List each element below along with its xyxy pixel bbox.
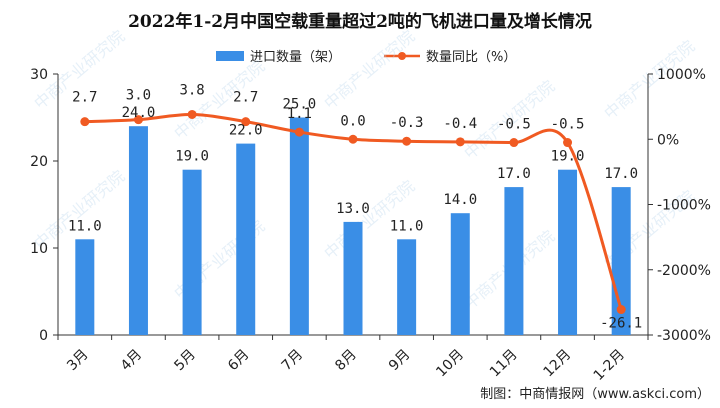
line-value-label: 2.7 [72,90,97,106]
x-tick-label: 12月 [541,347,575,381]
source-note: 制图：中商情报网（www.askci.com） [480,387,710,402]
line-series [80,109,626,315]
legend: 进口数量（架） 数量同比（%） [216,50,516,65]
bar-value-label: 19.0 [551,149,585,165]
bar [236,143,256,335]
bar [289,117,309,335]
x-tick-label: 8月 [332,347,360,375]
x-tick-label: 10月 [433,347,467,381]
line-value-label: 1.1 [287,106,312,122]
x-tick-label: 7月 [279,347,307,375]
line-point [509,138,519,148]
y-right-tick-label: 1000% [657,67,706,83]
line-point [294,127,304,137]
x-tick-label: 6月 [225,347,253,375]
bar [558,169,578,335]
y-left-tick-label: 30 [30,67,48,83]
bar [128,126,148,335]
line-point [133,115,143,125]
bar-value-label: 22.0 [229,123,263,139]
x-tick-label: 5月 [171,347,199,375]
line-value-label: -0.5 [497,117,531,133]
line-point [455,137,465,147]
bar-value-label: 17.0 [604,166,638,182]
bar-value-label: 14.0 [443,192,477,208]
bar-value-label: 13.0 [336,201,370,217]
bar-series [75,117,631,335]
x-tick-label: 11月 [487,347,521,381]
line-point [80,117,90,127]
line-value-label: -0.5 [551,117,585,133]
bar [182,169,202,335]
line-value-label: 0.0 [340,113,365,129]
y-right-tick-label: 0% [657,132,679,148]
legend-line-marker [398,52,406,60]
line-point [241,117,251,127]
data-labels: 11.0 24.0 19.0 22.0 25.0 13.0 11.0 14.0 17.0 19.0… [68,82,642,331]
bar-value-label: 25.0 [283,97,317,113]
line-point [616,305,626,315]
x-tick-label: 1-2月 [591,347,628,384]
y-left-tick-label: 10 [30,241,48,257]
bar [450,213,470,335]
bar [397,239,417,335]
line-point [348,134,358,144]
y-right-tick-label: -1000% [657,198,711,214]
line-value-label: 3.0 [126,88,151,104]
legend-bar-swatch [216,51,244,61]
x-tick-label: 9月 [386,347,414,375]
y-right-tick-label: -2000% [657,263,711,279]
bar-value-label: 11.0 [390,218,424,234]
line-point [563,138,573,148]
y-right-tick-label: -3000% [657,328,711,344]
bar [343,221,363,335]
x-tick-label: 4月 [118,347,146,375]
bar-value-label: 11.0 [68,218,102,234]
legend-bar-label: 进口数量（架） [250,50,341,65]
bar [504,187,524,335]
line-value-label: 3.8 [179,82,204,98]
line-point [187,109,197,119]
y-left-tick-label: 0 [39,328,48,344]
legend-line-label: 数量同比（%） [426,50,516,65]
line-value-label: 2.7 [233,90,258,106]
chart-title: 2022年1-2月中国空载重量超过2吨的飞机进口量及增长情况 [128,11,592,32]
bar-value-label: 19.0 [175,149,209,165]
bar-value-label: 17.0 [497,166,531,182]
line-value-label: -0.4 [443,116,477,132]
x-tick-label: 3月 [64,347,92,375]
line-value-label: -0.3 [390,115,424,131]
y-left-tick-label: 20 [30,154,48,170]
bar [75,239,95,335]
growth-line [84,112,623,311]
watermark-text: 中商产业研究院 [320,27,418,114]
bar-value-label: 24.0 [122,105,156,121]
line-point [402,136,412,146]
line-value-label: -26.1 [600,316,642,332]
